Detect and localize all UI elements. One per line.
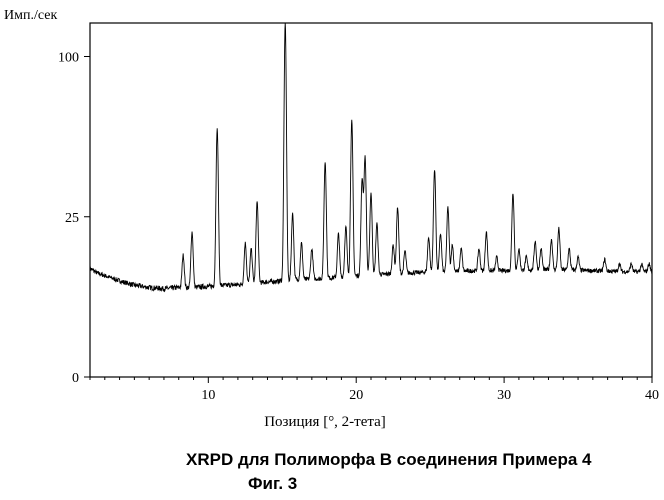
y-axis-label: Имп./сек [4, 8, 57, 23]
x-tick-label: 20 [349, 388, 363, 403]
axis-ticks: 10 20 30 40 0 25 100 [58, 51, 659, 403]
y-tick-label: 0 [72, 371, 79, 386]
y-tick-label: 25 [65, 211, 79, 226]
x-tick-label: 40 [645, 388, 659, 403]
xrpd-chart: 10 20 30 40 0 25 100 Имп./сек Позиция [°, 2-те… [4, 8, 659, 430]
figure-number: Фиг. 3 [248, 474, 298, 493]
x-axis-label: Позиция [°, 2-тета] [264, 414, 386, 430]
diffraction-pattern-line [89, 22, 653, 293]
figure-caption-title: XRPD для Полиморфа B соединения Примера … [186, 450, 592, 469]
x-tick-label: 10 [201, 388, 215, 403]
plot-frame [89, 22, 653, 378]
x-tick-label: 30 [497, 388, 511, 403]
y-tick-label: 100 [58, 51, 79, 66]
